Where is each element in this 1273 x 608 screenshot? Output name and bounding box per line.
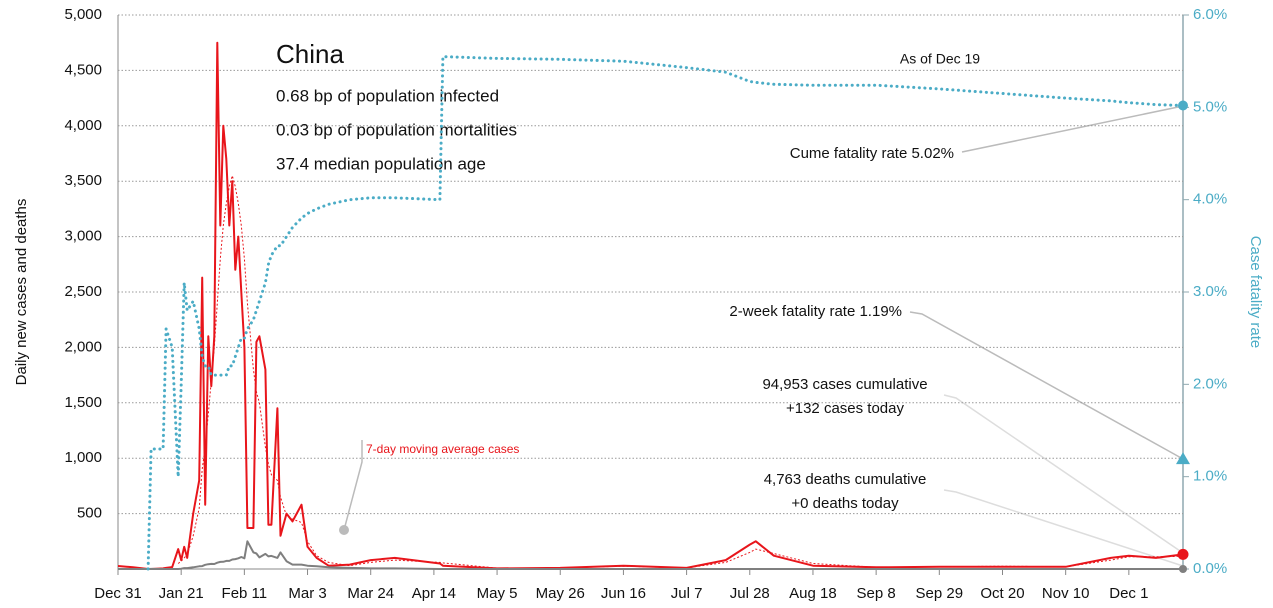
y2-tick-label: 6.0% [1193, 6, 1227, 23]
annotation: +132 cases today [786, 400, 905, 417]
x-tick-label: Dec 1 [1109, 585, 1148, 602]
x-tick-label: May 26 [536, 585, 585, 602]
end-marker [1179, 565, 1187, 573]
y-tick-label: 4,000 [64, 117, 102, 134]
y-tick-label: 3,500 [64, 172, 102, 189]
x-tick-label: Apr 14 [412, 585, 456, 602]
x-tick-label: Feb 11 [222, 585, 268, 602]
leader-line [961, 105, 1184, 153]
annotation: Cume fatality rate 5.02% [790, 145, 954, 162]
x-tick-label: Mar 24 [347, 585, 394, 602]
y-tick-label: 3,000 [64, 228, 102, 245]
x-tick-label: Dec 31 [94, 585, 142, 602]
annotation: 2-week fatality rate 1.19% [729, 303, 902, 320]
y-tick-label: 1,500 [64, 394, 102, 411]
series-line [117, 41, 1184, 570]
x-tick-label: Nov 10 [1042, 585, 1090, 602]
leader-dot [339, 525, 349, 535]
y-tick-label: 2,000 [64, 338, 102, 355]
two-week-marker [1176, 452, 1190, 465]
x-tick-label: Jul 7 [671, 585, 703, 602]
y2-axis-label: Case fatality rate [1247, 236, 1264, 349]
y2-tick-label: 4.0% [1193, 191, 1227, 208]
info: 0.68 bp of population infected [276, 86, 499, 105]
x-tick-label: Sep 8 [857, 585, 896, 602]
leader-line [943, 394, 1184, 554]
y-tick-label: 5,000 [64, 6, 102, 23]
annotation: 94,953 cases cumulative [762, 376, 927, 393]
y-tick-label: 4,500 [64, 61, 102, 78]
y-tick-label: 1,000 [64, 449, 102, 466]
series-line [177, 175, 1184, 569]
chart-title: China [276, 39, 344, 69]
x-tick-label: Jan 21 [159, 585, 204, 602]
x-tick-label: Jun 16 [601, 585, 646, 602]
x-tick-label: Jul 28 [730, 585, 770, 602]
y2-tick-label: 2.0% [1193, 375, 1227, 392]
y-axis-label: Daily new cases and deaths [13, 199, 30, 386]
y2-tick-label: 5.0% [1193, 98, 1227, 115]
series-line [146, 55, 1185, 571]
x-tick-label: Mar 3 [288, 585, 326, 602]
annotation: +0 deaths today [791, 495, 899, 512]
x-tick-label: Sep 29 [916, 585, 964, 602]
y2-tick-label: 1.0% [1193, 468, 1227, 485]
info: 0.03 bp of population mortalities [276, 120, 517, 139]
end-marker [1178, 100, 1188, 111]
y2-tick-label: 0.0% [1193, 560, 1227, 577]
annotation: 4,763 deaths cumulative [764, 471, 927, 488]
y-tick-label: 2,500 [64, 283, 102, 300]
series-line [118, 540, 1183, 570]
series-label: 7-day moving average cases [366, 442, 519, 456]
leader-line [343, 440, 363, 531]
y2-tick-label: 3.0% [1193, 283, 1227, 300]
as-of: As of Dec 19 [900, 51, 980, 67]
leader-line [909, 311, 1184, 460]
x-tick-label: Oct 20 [980, 585, 1024, 602]
end-marker [1177, 548, 1189, 560]
info: 37.4 median population age [276, 154, 486, 173]
y-tick-label: 500 [77, 505, 102, 522]
x-tick-label: Aug 18 [789, 585, 837, 602]
x-tick-label: May 5 [477, 585, 518, 602]
leader-line [943, 489, 1184, 567]
